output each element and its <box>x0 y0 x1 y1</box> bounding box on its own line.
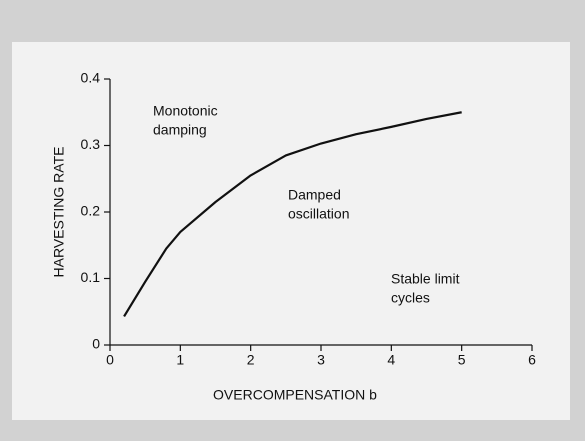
x-axis-label: OVERCOMPENSATION b <box>213 387 377 403</box>
line <box>123 111 462 317</box>
x-tick-label: 2 <box>247 352 255 368</box>
x-tick-label: 4 <box>387 352 395 368</box>
annotation: Damped <box>288 187 341 203</box>
panel <box>12 42 570 420</box>
annotation: Monotonic <box>153 103 218 119</box>
y-tick-label: 0.3 <box>81 136 101 152</box>
x-tick-label: 5 <box>458 352 466 368</box>
x-tick-label: 6 <box>528 352 536 368</box>
x-tick-label: 1 <box>176 352 184 368</box>
x-tick-label: 3 <box>317 352 325 368</box>
x-tick-label: 0 <box>106 352 114 368</box>
annotation: cycles <box>391 290 430 306</box>
y-tick-label: 0.2 <box>81 203 101 219</box>
annotation: Stable limit <box>391 271 460 287</box>
y-tick-label: 0.4 <box>81 70 101 86</box>
annotation: oscillation <box>288 206 349 222</box>
y-tick-label: 0 <box>92 336 100 352</box>
annotation: damping <box>153 122 207 138</box>
y-axis-label: HARVESTING RATE <box>51 147 67 278</box>
y-tick-label: 0.1 <box>81 269 101 285</box>
